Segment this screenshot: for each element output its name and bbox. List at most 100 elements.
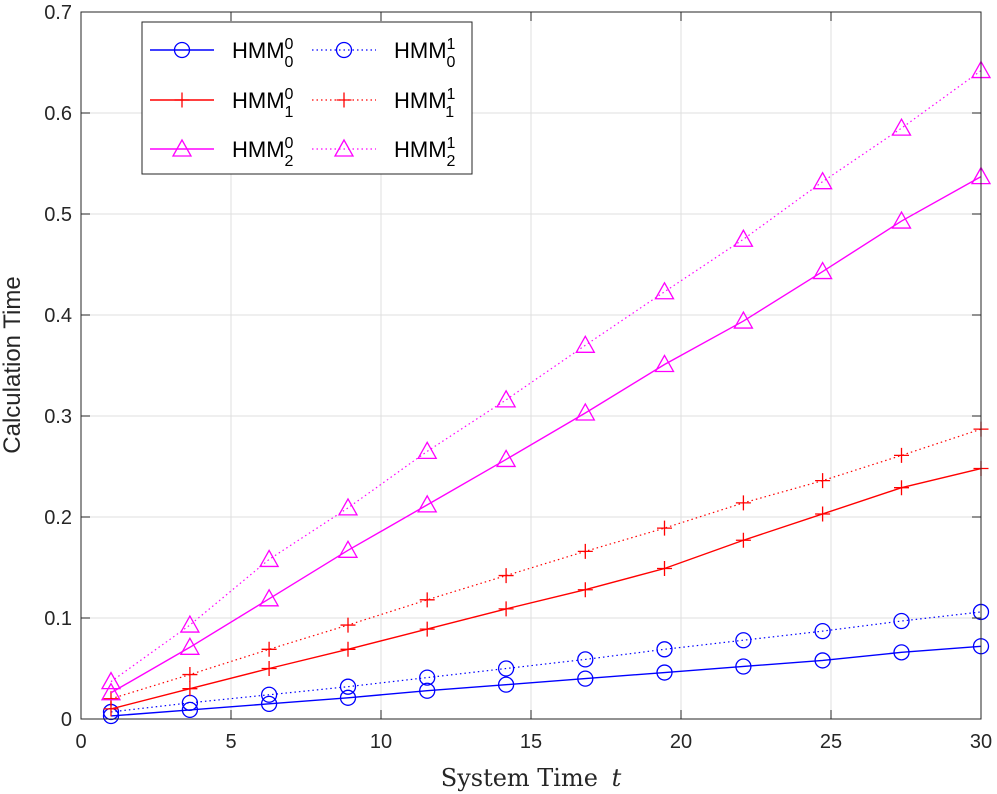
tick-marks [80,11,982,720]
data-point [339,689,357,706]
y-tick-label: 0.4 [44,305,72,327]
legend-label: HMM1 0 [394,36,456,71]
data-point [498,601,514,617]
data-point [577,670,594,687]
series-group [100,60,992,725]
x-tick-label: 10 [370,731,392,753]
legend-marker [336,92,352,108]
x-tick-label: 30 [970,731,992,753]
data-point [657,520,672,536]
data-point [103,691,119,707]
data-point [182,681,198,697]
legend-label: HMM1 2 [394,135,456,170]
y-tick-label: 0.3 [44,406,72,428]
data-point [340,641,356,657]
data-point [337,540,359,558]
data-point [261,661,277,676]
x-tick-label: 5 [225,731,236,753]
data-point [894,480,909,496]
x-tick-label: 15 [520,731,542,753]
y-tick-label: 0.5 [44,204,72,226]
data-point [181,701,199,719]
data-point [417,441,438,460]
series-line [110,611,982,713]
data-point [337,497,359,516]
legend-marker [335,41,353,59]
series-line [110,428,982,700]
x-tick-label: 20 [670,731,692,753]
legend-marker [174,92,190,108]
legend-entry: HMM0 2 [150,135,294,170]
data-point [577,582,593,598]
data-point [656,641,673,658]
data-point [812,261,833,280]
data-point [179,614,201,633]
series-circle-dotted [102,603,990,721]
data-point [735,658,752,675]
data-point [814,622,831,640]
data-point [179,636,201,655]
y-tick-label: 0.1 [44,608,72,630]
x-tick-label: 25 [820,731,842,753]
data-point [419,669,436,686]
data-point [577,543,593,559]
data-point [891,210,912,229]
tick-labels: 0 5 10 15 20 25 30 0 0.1 0.2 0.3 0.4 0.5 0.6 0.7 [44,2,992,753]
data-point [815,473,831,489]
data-point [575,402,596,421]
data-point [495,449,517,468]
data-point [654,281,675,300]
legend-entry: HMM0 1 [150,86,294,121]
series-plus-dotted [103,421,989,707]
y-axis-label: Calculation Time [0,276,26,453]
data-point [260,695,278,712]
data-point [735,632,752,649]
data-point [340,617,356,633]
data-point [497,660,515,677]
series-line [110,176,982,694]
data-point [100,682,122,701]
legend-entries: HMM0 0 HMM1 0 HMM0 1 HMM1 1 HMM0 2 HMM1 2 [150,36,456,170]
data-point [815,506,831,522]
legend: HMM0 0 HMM1 0 HMM0 1 HMM1 1 HMM0 2 HMM1 2 [141,21,473,175]
data-point [733,228,754,247]
y-tick-label: 0 [61,709,72,731]
grid-lines [81,12,981,719]
x-axis-label-variable: t [612,764,622,792]
data-point [497,676,515,693]
legend-marker [333,138,355,157]
data-point [261,641,277,657]
x-tick-label: 0 [75,731,86,753]
data-point [258,588,280,607]
data-point [893,644,910,661]
legend-entry: HMM1 0 [312,36,456,71]
series-triangle-dotted [100,60,992,690]
legend-label: HMM0 1 [232,86,294,121]
legend-entry: HMM0 0 [150,36,294,71]
data-point [258,549,280,568]
y-tick-label: 0.2 [44,507,72,529]
data-point [495,389,517,408]
data-point [419,621,435,637]
data-point [575,334,596,353]
x-axis-label-text: System Time [441,764,598,792]
legend-entry: HMM1 1 [312,86,456,121]
legend-label: HMM0 2 [232,135,294,170]
data-point [339,678,357,695]
legend-marker [171,138,193,157]
data-point [894,447,909,463]
data-point [733,310,754,329]
data-point [656,664,673,681]
x-axis-label: System Time t [441,764,622,792]
data-point [654,354,675,373]
legend-label: HMM1 1 [394,86,456,121]
y-tick-label: 0.7 [44,2,72,24]
legend-entry: HMM1 2 [312,135,456,170]
data-point [812,171,833,190]
series-line [110,645,982,717]
data-point [182,667,198,683]
series-line [110,467,982,710]
data-point [657,561,672,577]
legend-marker [173,41,191,59]
y-tick-label: 0.6 [44,103,72,125]
